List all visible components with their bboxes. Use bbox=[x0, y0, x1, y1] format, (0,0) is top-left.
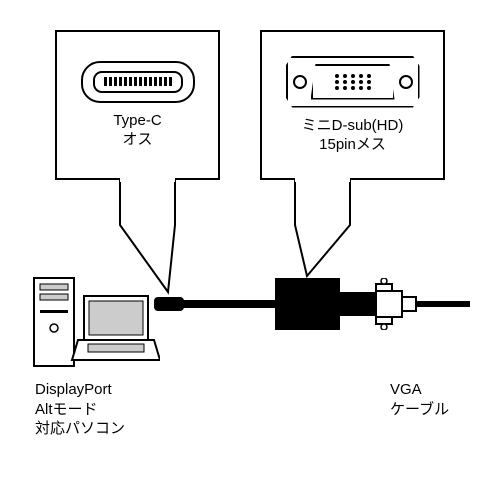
right-label-line2: ケーブル bbox=[390, 401, 449, 418]
vga-connector-icon bbox=[286, 56, 420, 108]
left-label-line2: Altモード bbox=[35, 401, 98, 418]
usbc-label-line2: オス bbox=[122, 131, 152, 148]
left-label-line1: DisplayPort bbox=[35, 381, 112, 398]
usbc-connector-icon bbox=[81, 61, 195, 103]
adapter-box-icon bbox=[275, 278, 340, 330]
pc-devices-icon bbox=[30, 268, 160, 378]
vga-label-line1: ミニD-sub(HD) bbox=[302, 117, 404, 134]
callout-vga-label: ミニD-sub(HD) 15pinメス bbox=[302, 116, 404, 155]
right-device-label: VGA ケーブル bbox=[390, 380, 449, 419]
callout-vga: ミニD-sub(HD) 15pinメス bbox=[260, 30, 445, 180]
left-device-label: DisplayPort Altモード 対応パソコン bbox=[35, 380, 125, 439]
left-label-line3: 対応パソコン bbox=[35, 420, 125, 437]
usbc-plug-icon bbox=[154, 297, 184, 311]
vga-plug-icon bbox=[340, 278, 470, 330]
cable-wire bbox=[182, 300, 277, 308]
callout-usbc: Type-C オス bbox=[55, 30, 220, 180]
vga-label-line2: 15pinメス bbox=[319, 136, 386, 153]
right-label-line1: VGA bbox=[390, 381, 422, 398]
usbc-label-line1: Type-C bbox=[113, 112, 161, 129]
callout-usbc-label: Type-C オス bbox=[113, 111, 161, 150]
